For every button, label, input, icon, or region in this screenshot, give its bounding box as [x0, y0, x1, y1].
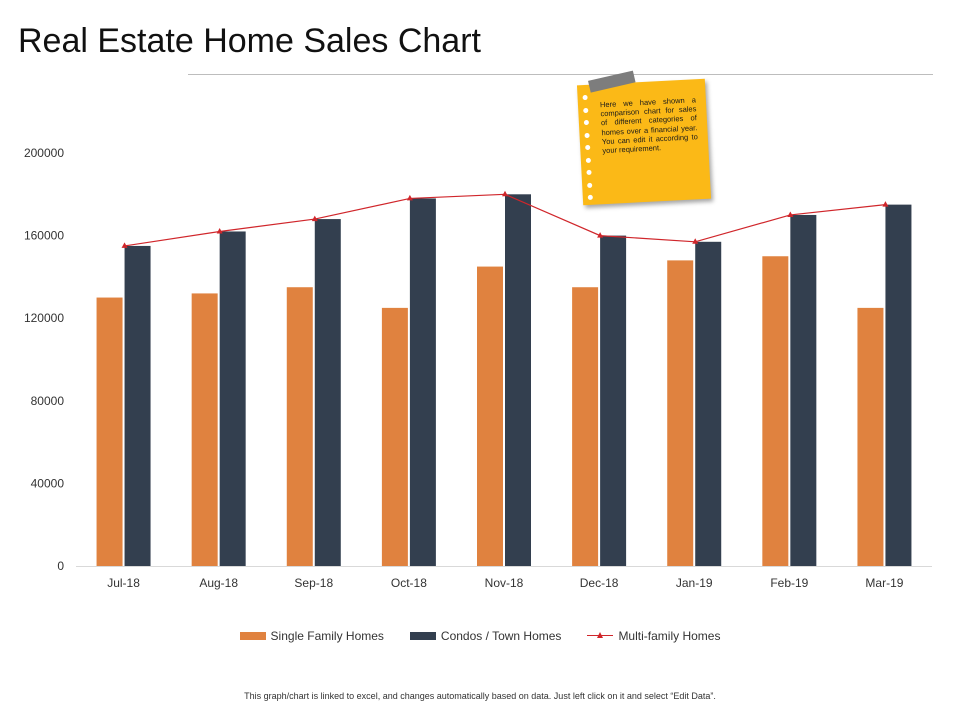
bar-condos: [790, 214, 817, 566]
bar-single-family: [572, 287, 599, 566]
legend-item-single-family[interactable]: Single Family Homes: [239, 629, 384, 643]
legend-label: Condos / Town Homes: [440, 629, 562, 643]
line-point: [121, 242, 128, 248]
y-tick-label: 80000: [31, 394, 65, 408]
title-divider: [188, 74, 933, 75]
x-tick-label: Aug-18: [199, 576, 238, 590]
line-point: [216, 227, 223, 234]
bar-condos: [409, 198, 436, 566]
bar-condos: [600, 235, 627, 566]
footer-note: This graph/chart is linked to excel, and…: [244, 691, 716, 701]
line-point: [502, 190, 508, 197]
line-point: [406, 194, 413, 201]
x-tick-label: Jul-18: [107, 576, 140, 590]
bar-condos: [695, 241, 722, 567]
bar-single-family: [191, 293, 218, 566]
note-holes: [582, 94, 593, 201]
bar-condos: [124, 245, 151, 567]
legend-label: Multi-family Homes: [618, 629, 721, 643]
multi-family-line-icon: [587, 632, 614, 640]
y-tick-label: 160000: [24, 229, 64, 243]
x-axis: Jul-18 Aug-18 Sep-18 Oct-18 Nov-18 Dec-18 Jan-…: [76, 566, 932, 590]
x-tick-label: Nov-18: [485, 576, 524, 590]
line-point: [692, 238, 699, 244]
condos-swatch-icon: [409, 632, 436, 640]
y-axis: 0 40000 80000 120000 160000 200000: [24, 146, 64, 573]
bar-single-family: [667, 260, 694, 566]
single-family-swatch-icon: [239, 632, 266, 640]
y-tick-label: 120000: [24, 311, 64, 325]
legend-item-multi-family[interactable]: Multi-family Homes: [587, 629, 720, 643]
bar-single-family: [381, 307, 408, 566]
x-tick-label: Dec-18: [580, 576, 619, 590]
bar-condos: [505, 194, 531, 567]
chart[interactable]: 0 40000 80000 120000 160000 200000 Jul-18 Aug-…: [0, 0, 960, 620]
x-tick-label: Feb-19: [770, 576, 808, 590]
y-tick-label: 0: [57, 559, 64, 573]
y-tick-label: 40000: [31, 476, 65, 490]
line-point: [787, 211, 794, 217]
bar-condos: [314, 219, 341, 566]
legend-label: Single Family Homes: [270, 629, 384, 643]
line-point: [311, 215, 318, 222]
bar-single-family: [857, 307, 884, 566]
x-tick-label: Oct-18: [391, 576, 427, 590]
line-series: [121, 190, 889, 248]
bar-single-family: [477, 266, 503, 566]
bar-single-family: [762, 256, 789, 566]
bar-condos: [219, 231, 246, 566]
bars: [96, 194, 912, 567]
line-point: [882, 201, 889, 207]
line-point: [597, 232, 604, 238]
legend-item-condos[interactable]: Condos / Town Homes: [409, 629, 562, 643]
chart-legend[interactable]: Single Family Homes Condos / Town Homes …: [0, 629, 960, 643]
bar-condos: [885, 204, 912, 566]
bar-single-family: [286, 287, 313, 566]
x-tick-label: Mar-19: [865, 576, 903, 590]
y-tick-label: 200000: [24, 146, 64, 160]
note-text: Here we have shown a comparison chart fo…: [599, 95, 699, 156]
page-title: Real Estate Home Sales Chart: [18, 22, 481, 60]
sticky-note[interactable]: Here we have shown a comparison chart fo…: [576, 70, 712, 206]
x-tick-label: Jan-19: [676, 576, 713, 590]
bar-single-family: [96, 297, 123, 566]
x-tick-label: Sep-18: [294, 576, 333, 590]
